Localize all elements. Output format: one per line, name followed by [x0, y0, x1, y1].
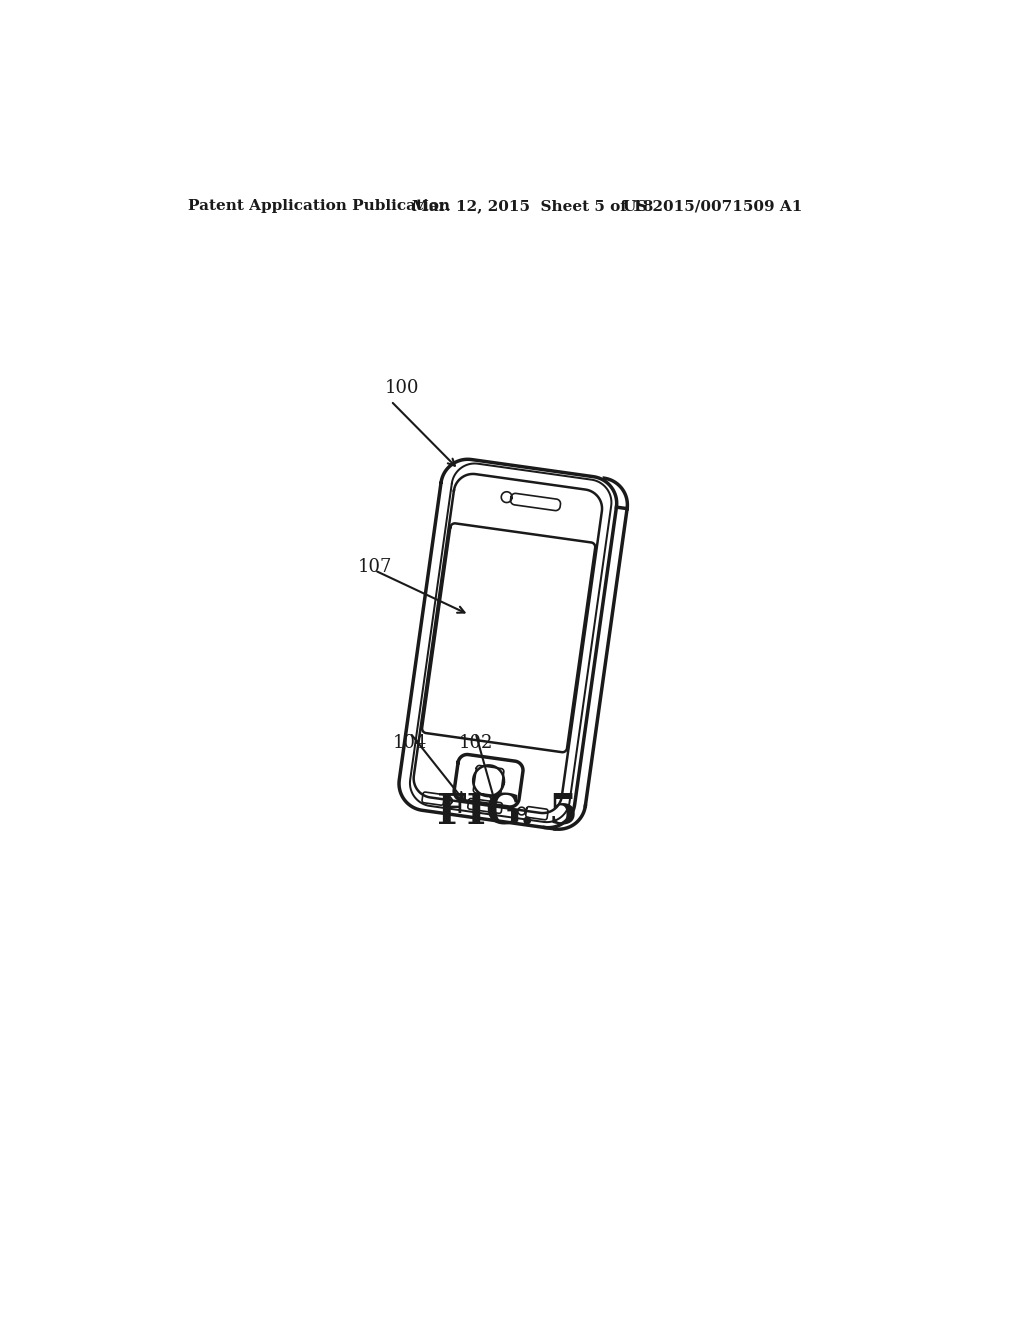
Text: Patent Application Publication: Patent Application Publication: [188, 199, 451, 213]
Text: 100: 100: [385, 379, 419, 397]
Text: FIG. 5: FIG. 5: [437, 792, 579, 834]
Text: 107: 107: [357, 557, 392, 576]
Text: US 2015/0071509 A1: US 2015/0071509 A1: [624, 199, 803, 213]
Text: Mar. 12, 2015  Sheet 5 of 18: Mar. 12, 2015 Sheet 5 of 18: [412, 199, 653, 213]
Text: 102: 102: [459, 734, 493, 752]
Text: 104: 104: [393, 734, 427, 752]
